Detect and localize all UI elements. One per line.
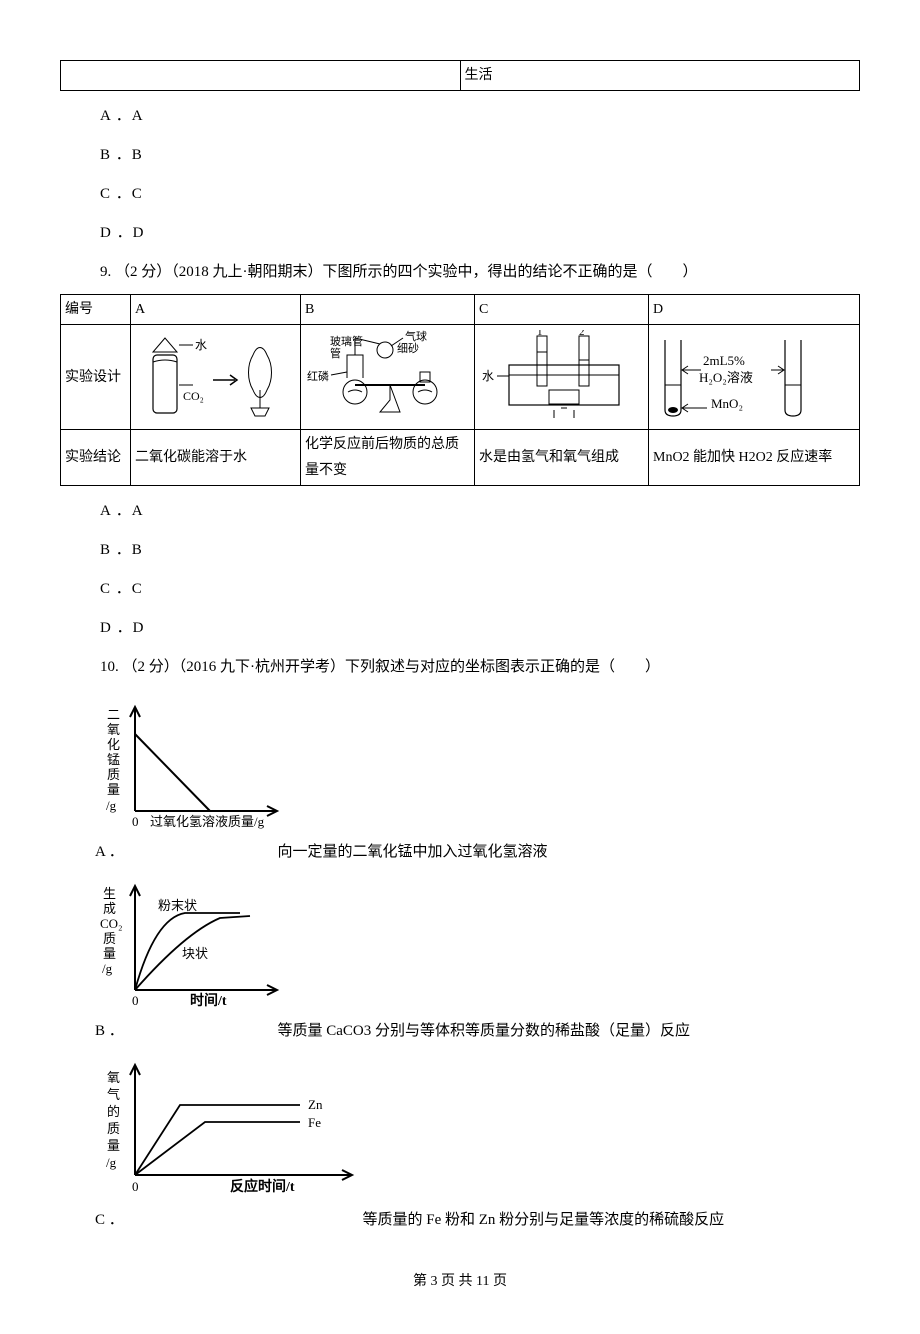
svg-text:量: 量 <box>103 946 116 961</box>
svg-text:粉末状: 粉末状 <box>158 898 197 913</box>
exp-col-a-head: A <box>131 295 301 325</box>
svg-text:反应时间/t: 反应时间/t <box>230 1178 295 1195</box>
svg-text:玻璃管: 玻璃管 <box>330 334 363 348</box>
svg-text:/g: /g <box>106 798 117 813</box>
graph-c: Zn Fe 氧 气 的 质 量 /g 0 反应时间/t <box>100 1057 370 1207</box>
svg-text:气: 气 <box>107 1087 120 1102</box>
q8-option-b: B ．B <box>100 142 860 169</box>
svg-text:CO₂: CO₂ <box>183 389 204 403</box>
svg-text:2: 2 <box>579 330 585 338</box>
top-table-cell-empty <box>61 61 461 91</box>
svg-text:H₂O₂溶液: H₂O₂溶液 <box>699 370 753 385</box>
svg-text:0: 0 <box>132 993 139 1008</box>
svg-text:块状: 块状 <box>182 946 208 961</box>
q9-option-d: D ．D <box>100 615 860 642</box>
graph-b: 粉末状 块状 生 成 CO₂ 质 量 /g 0 时间/t <box>100 878 290 1018</box>
exp-a-conc: 二氧化碳能溶于水 <box>131 430 301 485</box>
q9-text: 9. （2 分）（2018 九上·朝阳期末）下图所示的四个实验中，得出的结论不正… <box>100 264 653 280</box>
svg-text:质: 质 <box>107 1121 120 1136</box>
svg-text:管: 管 <box>330 346 341 360</box>
q10-option-c-row: Zn Fe 氧 气 的 质 量 /g 0 反应时间/t C ． 等质量的 Fe … <box>60 1047 860 1234</box>
svg-text:Zn: Zn <box>308 1097 323 1112</box>
svg-text:量: 量 <box>107 1138 120 1153</box>
experiment-table: 编号 A B C D 实验设计 水 CO₂ <box>60 294 860 486</box>
top-table: 生活 <box>60 60 860 91</box>
exp-col-d-head: D <box>649 295 860 325</box>
svg-text:过氧化氢溶液质量/g: 过氧化氢溶液质量/g <box>150 814 265 829</box>
svg-text:0: 0 <box>132 814 139 829</box>
page-footer: 第 3 页 共 11 页 <box>60 1269 860 1294</box>
svg-text:1: 1 <box>537 330 543 338</box>
q10-option-b-row: 粉末状 块状 生 成 CO₂ 质 量 /g 0 时间/t B ． 等质量 CaC… <box>60 868 860 1045</box>
graph-a: 二 氧 化 锰 质 量 /g 0 过氧化氢溶液质量/g <box>100 699 290 839</box>
exp-row1-label: 编号 <box>61 295 131 325</box>
svg-text:时间/t: 时间/t <box>190 992 227 1008</box>
exp-a-diagram: 水 CO₂ <box>131 325 301 430</box>
svg-text:红磷: 红磷 <box>307 370 329 383</box>
svg-text:水: 水 <box>195 338 207 352</box>
q8-option-a: A ．A <box>100 103 860 130</box>
q9-option-a: A ．A <box>100 498 860 525</box>
svg-text:水: 水 <box>482 369 494 383</box>
svg-text:质: 质 <box>107 767 120 782</box>
q10-a-desc: 向一定量的二氧化锰中加入过氧化氢溶液 <box>278 839 548 866</box>
exp-b-conc: 化学反应前后物质的总质量不变 <box>301 430 475 485</box>
exp-col-c-head: C <box>475 295 649 325</box>
q9-option-c: C ．C <box>100 576 860 603</box>
q10-c-desc: 等质量的 Fe 粉和 Zn 粉分别与足量等浓度的稀硫酸反应 <box>363 1207 725 1234</box>
exp-row3-label: 实验结论 <box>61 430 131 485</box>
svg-text:生: 生 <box>103 886 116 901</box>
svg-text:的: 的 <box>107 1104 120 1119</box>
svg-text:MnO₂: MnO₂ <box>711 396 743 411</box>
q10-opt-c: C ． <box>95 1207 124 1234</box>
exp-c-conc: 水是由氢气和氧气组成 <box>475 430 649 485</box>
q10-text: 10. （2 分）（2016 九下·杭州开学考）下列叙述与对应的坐标图表示正确的… <box>100 659 615 675</box>
q8-option-d: D ．D <box>100 220 860 247</box>
svg-text:化: 化 <box>107 737 120 752</box>
exp-b-diagram: 红磷 玻璃管 管 细砂 气球 <box>301 325 475 430</box>
svg-text:氧: 氧 <box>107 1070 120 1085</box>
svg-text:氧: 氧 <box>107 722 120 737</box>
q9-option-b: B ．B <box>100 537 860 564</box>
q8-option-c: C ．C <box>100 181 860 208</box>
exp-c-diagram: 1 2 水 <box>475 325 649 430</box>
svg-text:量: 量 <box>107 782 120 797</box>
question-9: 9. （2 分）（2018 九上·朝阳期末）下图所示的四个实验中，得出的结论不正… <box>100 259 860 286</box>
svg-text:成: 成 <box>103 901 116 916</box>
exp-d-diagram: 2mL5% H₂O₂溶液 MnO₂ <box>649 325 860 430</box>
exp-row2-label: 实验设计 <box>61 325 131 430</box>
q10-option-a-row: 二 氧 化 锰 质 量 /g 0 过氧化氢溶液质量/g A ． 向一定量的二氧化… <box>60 689 860 866</box>
svg-text:锰: 锰 <box>107 752 120 767</box>
exp-d-conc: MnO2 能加快 H2O2 反应速率 <box>649 430 860 485</box>
svg-text:0: 0 <box>132 1179 139 1194</box>
svg-text:二: 二 <box>107 707 120 722</box>
svg-text:2mL5%: 2mL5% <box>703 353 745 368</box>
svg-text:气球: 气球 <box>405 330 427 343</box>
svg-text:/g: /g <box>102 961 113 976</box>
q10-b-desc: 等质量 CaCO3 分别与等体积等质量分数的稀盐酸（足量）反应 <box>278 1018 691 1045</box>
q10-opt-b: B ． <box>95 1018 124 1045</box>
svg-text:Fe: Fe <box>308 1115 321 1130</box>
top-table-cell-shenghuo: 生活 <box>460 61 860 91</box>
question-10: 10. （2 分）（2016 九下·杭州开学考）下列叙述与对应的坐标图表示正确的… <box>100 654 860 681</box>
svg-text:细砂: 细砂 <box>397 342 419 355</box>
svg-text:/g: /g <box>106 1155 117 1170</box>
svg-text:CO₂: CO₂ <box>100 916 123 931</box>
svg-text:质: 质 <box>103 931 116 946</box>
exp-col-b-head: B <box>301 295 475 325</box>
q10-opt-a: A ． <box>95 839 124 866</box>
